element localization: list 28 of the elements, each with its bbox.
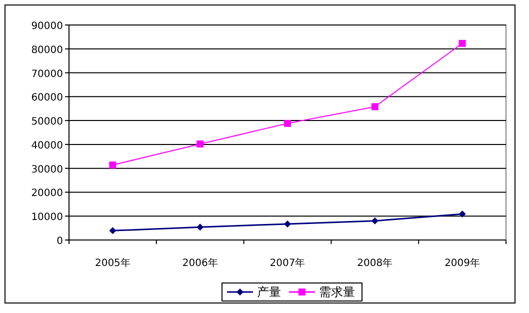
point — [196, 140, 204, 148]
y-tick-label: 40000 — [31, 140, 63, 152]
point — [109, 161, 116, 168]
y-tick-label: 70000 — [31, 68, 63, 80]
x-tick-label: 2008年 — [357, 257, 393, 269]
point — [371, 103, 378, 110]
plot: 0 10000 20000 30000 40000 50000 60000 70000 80000 90000 2005年 2006年 2007年 2008年 2009年 — [31, 21, 506, 269]
point — [284, 220, 291, 228]
point — [371, 217, 378, 224]
y-tick-label: 50000 — [31, 116, 63, 128]
point — [458, 210, 466, 218]
point — [109, 227, 116, 234]
y-tick-label: 30000 — [31, 164, 63, 176]
point — [458, 40, 466, 47]
point — [196, 224, 204, 231]
point — [284, 120, 291, 127]
legend-label: 产量 — [257, 285, 281, 299]
x-tick-label: 2009年 — [444, 257, 480, 269]
x-tick-label: 2006年 — [182, 257, 218, 269]
y-tick-label: 80000 — [31, 44, 63, 56]
y-tick-label: 90000 — [31, 21, 63, 32]
x-tick-label: 2007年 — [270, 257, 306, 269]
y-tick-label: 60000 — [31, 92, 63, 104]
y-tick-label: 20000 — [31, 188, 63, 200]
y-tick-label: 10000 — [31, 212, 63, 224]
y-tick-label: 0 — [56, 236, 63, 247]
x-tick-label: 2005年 — [94, 257, 130, 269]
legend-label: 需求量 — [319, 285, 355, 299]
